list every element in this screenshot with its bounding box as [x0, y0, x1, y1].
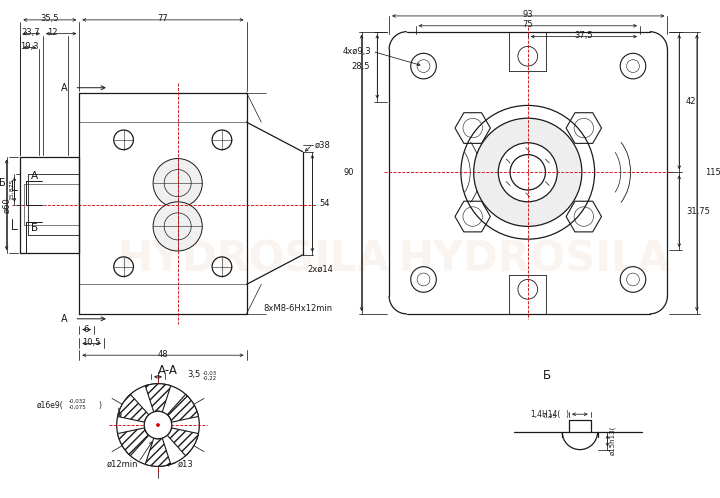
Text: 37,5: 37,5: [575, 31, 593, 40]
Wedge shape: [145, 438, 171, 466]
Text: 93: 93: [523, 10, 533, 19]
Text: 15,875: 15,875: [9, 179, 14, 200]
Wedge shape: [117, 428, 149, 456]
Text: A: A: [61, 83, 68, 93]
Text: Б: Б: [542, 370, 551, 382]
Text: ø13: ø13: [178, 460, 194, 469]
Text: 28,5: 28,5: [351, 62, 369, 71]
Text: ø12min: ø12min: [107, 460, 138, 469]
Text: 8хM8-6Hх12min: 8хM8-6Hх12min: [264, 304, 333, 313]
Circle shape: [518, 46, 538, 66]
Circle shape: [410, 267, 436, 292]
Text: -0,22: -0,22: [202, 375, 217, 380]
Text: -0,032: -0,032: [68, 399, 86, 404]
Circle shape: [153, 202, 202, 251]
Circle shape: [518, 279, 538, 299]
Text: A-A: A-A: [158, 365, 178, 377]
Text: ): ): [565, 410, 568, 419]
Wedge shape: [145, 384, 171, 412]
Text: Б: Б: [30, 223, 37, 234]
Wedge shape: [167, 428, 199, 456]
Circle shape: [117, 384, 199, 466]
Text: ø38: ø38: [315, 140, 330, 149]
Text: 3,5: 3,5: [187, 371, 201, 379]
Text: ø15h13(: ø15h13(: [609, 426, 616, 456]
Text: 1,4H14(: 1,4H14(: [530, 410, 560, 419]
Text: -0,03: -0,03: [202, 371, 217, 375]
Circle shape: [410, 53, 436, 79]
Text: 115: 115: [705, 168, 720, 177]
Text: HYDROSILA: HYDROSILA: [117, 239, 390, 281]
Text: Б: Б: [0, 178, 6, 188]
Text: 42: 42: [686, 98, 696, 107]
Text: 12: 12: [48, 28, 58, 37]
Text: 23,7: 23,7: [22, 28, 40, 37]
Circle shape: [144, 411, 172, 439]
Text: HYDROSILA: HYDROSILA: [397, 239, 670, 281]
Text: 4xø9,3: 4xø9,3: [343, 47, 372, 56]
Circle shape: [498, 143, 557, 202]
Text: 48: 48: [158, 350, 168, 359]
Circle shape: [620, 267, 646, 292]
Text: ø16e9(: ø16e9(: [37, 401, 63, 410]
Text: 2xø14: 2xø14: [307, 265, 333, 274]
Text: 75: 75: [523, 20, 533, 29]
Text: ): ): [98, 401, 101, 410]
Circle shape: [153, 158, 202, 208]
Text: 31,75: 31,75: [686, 207, 710, 216]
Text: 19,3: 19,3: [20, 42, 38, 51]
Text: 54: 54: [319, 199, 330, 208]
Text: 35,5: 35,5: [40, 14, 59, 23]
Text: A: A: [30, 171, 37, 181]
Text: -0,075: -0,075: [68, 405, 86, 410]
Text: 77: 77: [158, 14, 168, 23]
Circle shape: [620, 53, 646, 79]
Circle shape: [156, 424, 160, 426]
Text: 90: 90: [343, 168, 354, 177]
Wedge shape: [167, 394, 199, 422]
Text: A: A: [61, 314, 68, 324]
Text: 10,5: 10,5: [82, 338, 100, 347]
Wedge shape: [117, 394, 149, 422]
Circle shape: [474, 118, 582, 227]
Text: ø60: ø60: [2, 197, 11, 213]
Text: -0,25: -0,25: [543, 414, 557, 419]
Text: 6: 6: [84, 325, 89, 334]
